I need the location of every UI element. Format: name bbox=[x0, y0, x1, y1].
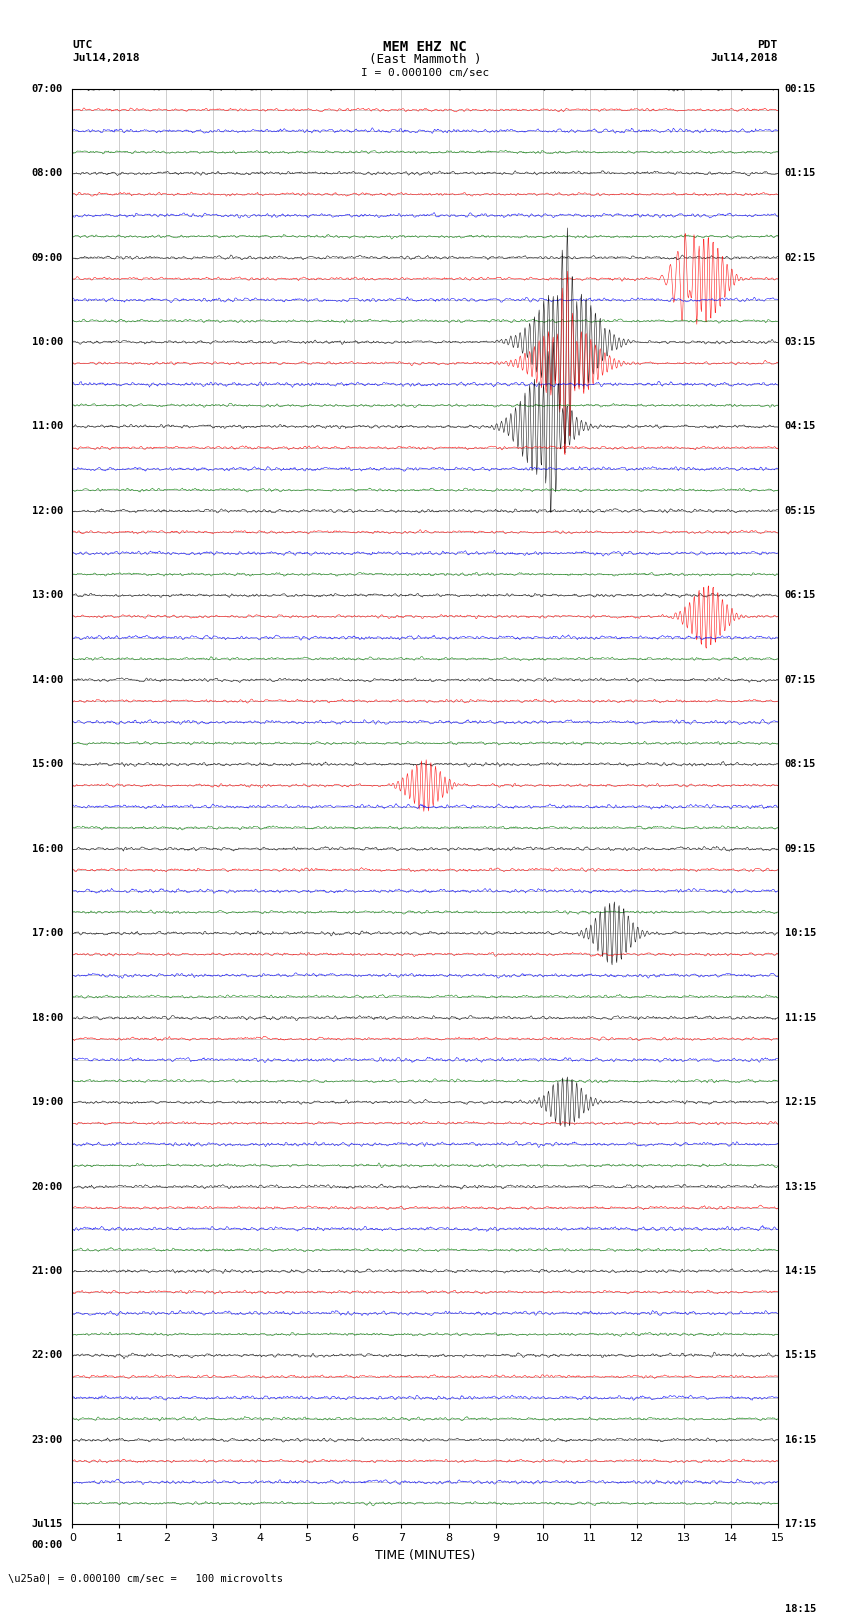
Text: MEM EHZ NC: MEM EHZ NC bbox=[383, 40, 467, 55]
Text: 21:00: 21:00 bbox=[31, 1266, 63, 1276]
Text: 18:15: 18:15 bbox=[785, 1603, 816, 1613]
Text: 22:00: 22:00 bbox=[31, 1350, 63, 1360]
Text: 01:15: 01:15 bbox=[785, 168, 816, 177]
Text: Jul14,2018: Jul14,2018 bbox=[72, 53, 139, 63]
Text: 14:00: 14:00 bbox=[31, 674, 63, 686]
Text: 07:15: 07:15 bbox=[785, 674, 816, 686]
Text: 23:00: 23:00 bbox=[31, 1436, 63, 1445]
Text: 11:15: 11:15 bbox=[785, 1013, 816, 1023]
Text: 14:15: 14:15 bbox=[785, 1266, 816, 1276]
Text: Jul15: Jul15 bbox=[31, 1519, 63, 1529]
Text: 17:00: 17:00 bbox=[31, 927, 63, 939]
Text: 03:15: 03:15 bbox=[785, 337, 816, 347]
Text: 17:15: 17:15 bbox=[785, 1519, 816, 1529]
Text: 02:15: 02:15 bbox=[785, 253, 816, 263]
Text: 08:00: 08:00 bbox=[31, 168, 63, 177]
Text: 00:15: 00:15 bbox=[785, 84, 816, 94]
Text: 07:00: 07:00 bbox=[31, 84, 63, 94]
Text: \u25a0| = 0.000100 cm/sec =   100 microvolts: \u25a0| = 0.000100 cm/sec = 100 microvol… bbox=[8, 1573, 284, 1584]
Text: 13:15: 13:15 bbox=[785, 1181, 816, 1192]
Text: 10:00: 10:00 bbox=[31, 337, 63, 347]
Text: (East Mammoth ): (East Mammoth ) bbox=[369, 53, 481, 66]
Text: 09:15: 09:15 bbox=[785, 844, 816, 853]
Text: 20:00: 20:00 bbox=[31, 1181, 63, 1192]
Text: 18:00: 18:00 bbox=[31, 1013, 63, 1023]
Text: 15:15: 15:15 bbox=[785, 1350, 816, 1360]
Text: 19:00: 19:00 bbox=[31, 1097, 63, 1107]
Text: Jul14,2018: Jul14,2018 bbox=[711, 53, 778, 63]
Text: 16:15: 16:15 bbox=[785, 1436, 816, 1445]
Text: 16:00: 16:00 bbox=[31, 844, 63, 853]
Text: 06:15: 06:15 bbox=[785, 590, 816, 600]
Text: 09:00: 09:00 bbox=[31, 253, 63, 263]
X-axis label: TIME (MINUTES): TIME (MINUTES) bbox=[375, 1548, 475, 1561]
Text: 13:00: 13:00 bbox=[31, 590, 63, 600]
Text: PDT: PDT bbox=[757, 40, 778, 50]
Text: 04:15: 04:15 bbox=[785, 421, 816, 432]
Text: 11:00: 11:00 bbox=[31, 421, 63, 432]
Text: 12:00: 12:00 bbox=[31, 506, 63, 516]
Text: 12:15: 12:15 bbox=[785, 1097, 816, 1107]
Text: I = 0.000100 cm/sec: I = 0.000100 cm/sec bbox=[361, 68, 489, 77]
Text: 00:00: 00:00 bbox=[31, 1540, 63, 1550]
Text: UTC: UTC bbox=[72, 40, 93, 50]
Text: 08:15: 08:15 bbox=[785, 760, 816, 769]
Text: 10:15: 10:15 bbox=[785, 927, 816, 939]
Text: 05:15: 05:15 bbox=[785, 506, 816, 516]
Text: 15:00: 15:00 bbox=[31, 760, 63, 769]
